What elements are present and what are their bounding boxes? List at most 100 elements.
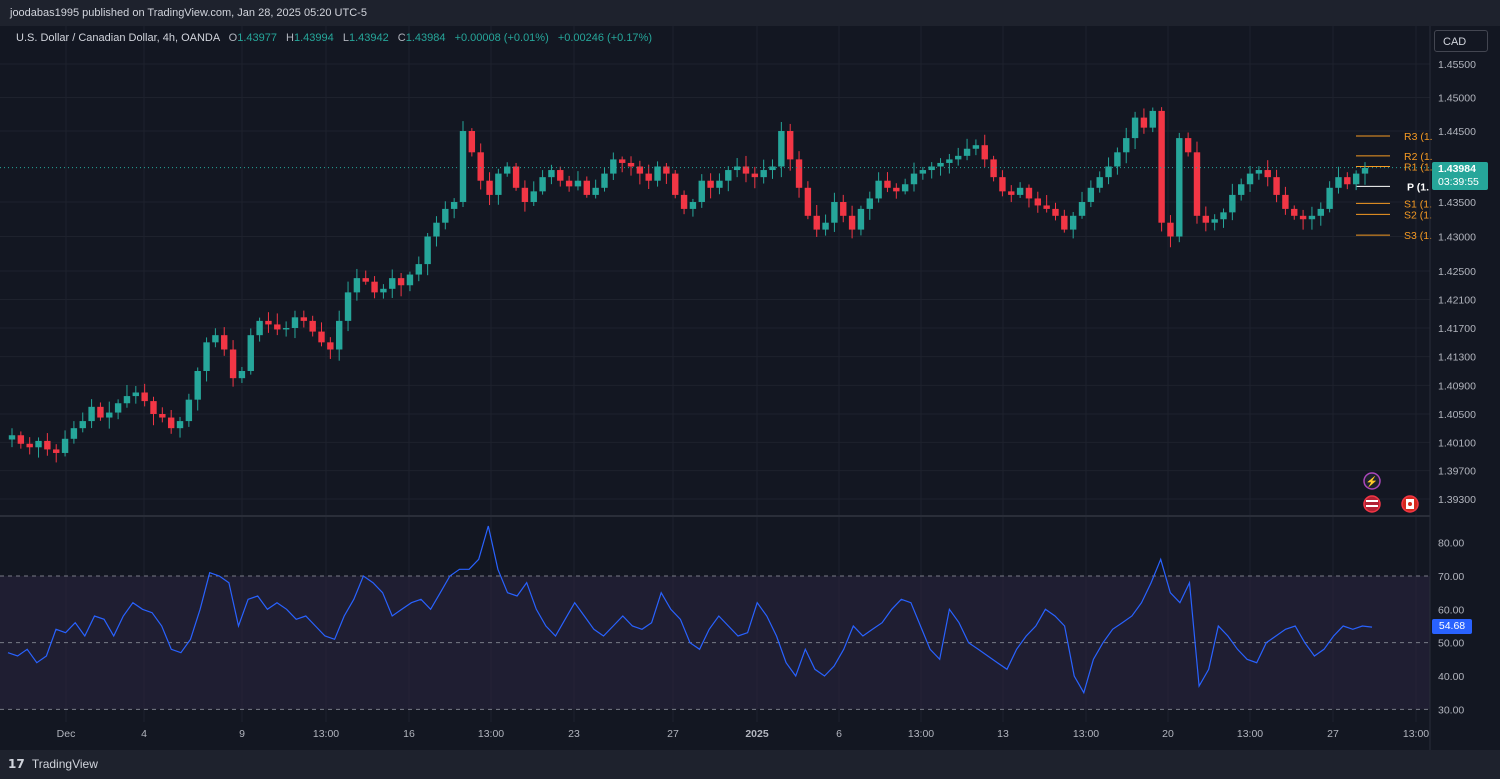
low-label: L [342,32,349,44]
candle-body [565,180,573,187]
candle-body [35,440,42,448]
candle-body [1167,222,1174,237]
time-tick-label: 13 [997,728,1009,740]
candle-body [433,222,440,237]
pivot-label: S2 (1. [1404,209,1432,221]
candle-body [1052,208,1059,216]
tradingview-logo-icon[interactable]: 𝟭𝟳 [8,757,25,771]
us-flag-icon[interactable] [1363,495,1381,513]
rsi-series [0,525,1430,710]
candle-body [1176,138,1183,237]
footer-brand[interactable]: TradingView [31,757,98,771]
price-tick-label: 1.40900 [1438,380,1476,392]
candle-body [654,166,661,181]
candle-body [1317,208,1324,216]
candle-body [592,187,599,195]
bar-change: +0.00008 (+0.01%) [454,32,549,44]
pivot-label: R2 (1. [1404,151,1433,163]
event-icons[interactable]: ⚡ [1363,472,1419,513]
time-axis: Dec 4 9 13:00 16 13:00 23 27 2025 6 13:00 13 13:00 20… [57,728,1430,740]
price-tick-label: 1.40500 [1438,409,1476,421]
candle-body [300,317,308,321]
candle-body [1220,212,1227,220]
candle-body [1043,205,1050,209]
candle-body [1069,215,1077,230]
maple-leaf-mark [1408,502,1412,506]
current-price-badge: 1.43984 03:39:55 [1432,162,1488,190]
symbol-title[interactable]: U.S. Dollar / Canadian Dollar, 4h, OANDA [16,32,220,44]
close-value: 1.43984 [405,32,446,44]
candle-body [1361,167,1369,174]
rsi-tick-label: 80.00 [1438,538,1464,550]
candle-body [327,342,334,350]
candle-body [866,198,873,209]
candle-body [955,155,962,160]
bar-countdown: 03:39:55 [1438,176,1479,188]
flash-event-icon[interactable] [1363,472,1381,490]
candle-body [1299,215,1307,220]
time-tick-label: Dec [57,728,76,740]
candle-body [1344,177,1351,185]
candle-body [663,166,670,174]
candle-body [831,202,838,223]
candle-body [265,320,272,325]
candle-body [530,191,537,202]
candle-body [645,173,652,181]
time-tick-label: 6 [836,728,842,740]
price-tick-label: 1.39700 [1438,466,1476,478]
candle-body [318,331,325,343]
candle-body [1291,208,1298,216]
candle-body [1193,152,1201,216]
time-tick-label: 13:00 [1073,728,1099,740]
pivot-label: R1 (1. [1404,162,1433,174]
time-tick-label: 13:00 [478,728,504,740]
open-value: 1.43977 [237,32,277,44]
candle-body [557,170,564,181]
candle-body [804,187,812,216]
candle-body [1008,191,1015,195]
candle-body [274,324,281,330]
rsi-tick-label: 30.00 [1438,704,1464,716]
candle-body [610,159,617,174]
open-label: O [228,32,238,44]
candle-body [725,170,732,181]
candle-body [167,417,175,429]
candle-body [689,202,697,209]
candle-body [778,131,785,167]
candle-body [1202,215,1210,223]
published-header: joodabas1995 published on TradingView.co… [0,0,1500,26]
candle-body [88,406,95,422]
candle-body [1282,194,1289,209]
candle-body [70,428,78,439]
price-tick-label: 1.43000 [1438,232,1476,244]
candle-body [176,421,184,429]
time-tick-label: 4 [141,728,147,740]
candle-body [132,392,140,397]
candle-body [848,215,856,230]
candle-body [203,342,210,371]
candle-body [194,371,201,400]
currency-button[interactable]: CAD [1434,30,1488,52]
candle-body [539,177,546,192]
pivot-label: S1 (1. [1404,198,1432,210]
candle-body [185,399,193,422]
candle-body [114,403,122,413]
candle-body [1246,173,1254,185]
price-tick-label: 1.42100 [1438,295,1476,307]
candle-body [212,335,219,343]
rsi-value-badge: 54.68 [1432,619,1472,634]
candle-body [238,371,246,379]
candle-body [742,166,750,174]
candle-body [1237,184,1245,195]
candle-body [1308,215,1316,220]
candle-body [221,335,228,350]
price-tick-label: 1.39300 [1438,494,1476,506]
published-line: joodabas1995 published on TradingView.co… [10,7,367,19]
candle-body [893,187,900,192]
rsi-tick-label: 70.00 [1438,571,1464,583]
flash-glyph: ⚡ [1366,475,1378,488]
candle-body [282,328,290,330]
candle-body [937,162,944,167]
time-tick-label: 2025 [745,728,769,740]
